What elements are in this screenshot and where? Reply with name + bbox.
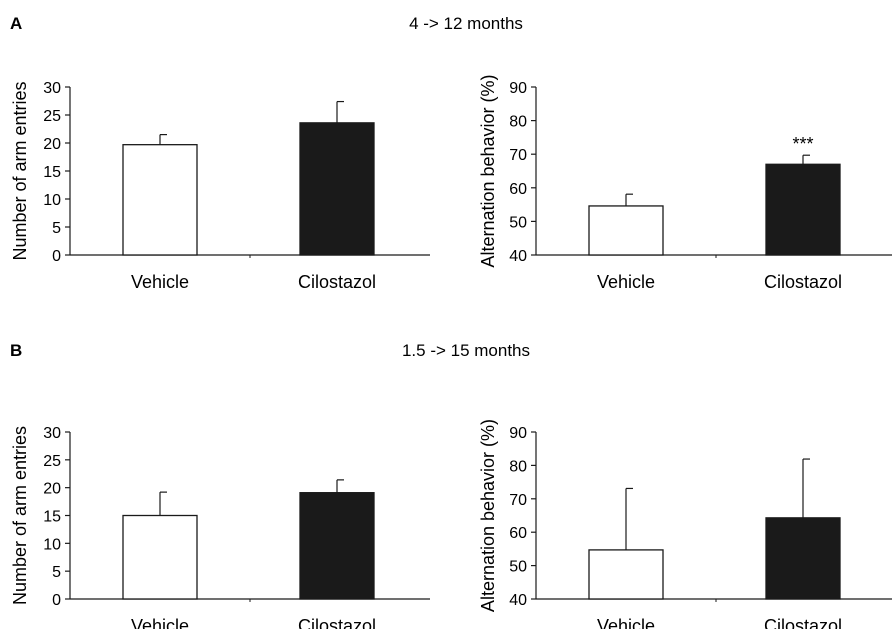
y-tick-label: 5: [52, 564, 61, 581]
y-axis-title: Number of arm entries: [10, 81, 30, 260]
y-tick-label: 10: [43, 192, 61, 209]
y-axis-title: Alternation behavior (%): [478, 74, 498, 267]
category-label: Vehicle: [131, 616, 189, 629]
y-tick-label: 70: [509, 492, 527, 509]
y-tick-label: 70: [509, 147, 527, 164]
y-tick-label: 30: [43, 80, 61, 97]
category-label: Cilostazol: [298, 272, 376, 292]
y-tick-label: 90: [509, 80, 527, 97]
y-axis-title: Number of arm entries: [10, 426, 30, 605]
bar-vehicle: [588, 205, 664, 256]
plots: 0 5 10 15 20 25 30 Number of arm entries Vehicle…: [10, 74, 892, 629]
y-tick-label: 20: [43, 136, 61, 153]
y-tick-label: 60: [509, 181, 527, 198]
category-label: Cilostazol: [298, 616, 376, 629]
bar-vehicle: [122, 144, 198, 256]
bar-cilostazol: [299, 122, 375, 256]
y-tick-label: 10: [43, 536, 61, 553]
y-tick-label: 50: [509, 214, 527, 231]
panel-b-title: 1.5 -> 15 months: [402, 341, 530, 360]
panel-a-letter: A: [10, 14, 22, 33]
panel-b-letter: B: [10, 341, 22, 360]
bar-cilostazol: [299, 492, 375, 600]
y-tick-label: 20: [43, 481, 61, 498]
significance-label: ***: [792, 134, 813, 154]
bar-vehicle: [588, 549, 664, 600]
y-tick-label: 5: [52, 220, 61, 237]
y-tick-label: 60: [509, 525, 527, 542]
y-tick-label: 50: [509, 559, 527, 576]
y-tick-label: 40: [509, 248, 527, 265]
bar-cilostazol: [765, 517, 841, 600]
y-tick-label: 25: [43, 108, 61, 125]
y-tick-label: 0: [52, 592, 61, 609]
bar-cilostazol: [765, 163, 841, 256]
y-tick-label: 25: [43, 453, 61, 470]
category-label: Vehicle: [131, 272, 189, 292]
y-tick-label: 0: [52, 248, 61, 265]
category-label: Cilostazol: [764, 616, 842, 629]
y-tick-label: 15: [43, 509, 61, 526]
category-label: Vehicle: [597, 616, 655, 629]
bar-vehicle: [122, 514, 198, 600]
category-label: Cilostazol: [764, 272, 842, 292]
y-tick-label: 80: [509, 114, 527, 131]
y-tick-label: 40: [509, 592, 527, 609]
bar-chart-4: 40 50 60 70 80 90 Alternation behavior (%) Vehi…: [478, 419, 892, 629]
category-label: Vehicle: [597, 272, 655, 292]
y-tick-label: 80: [509, 458, 527, 475]
y-tick-label: 30: [43, 425, 61, 442]
bar-chart-3: 0 5 10 15 20 25 30 Number of arm entries Vehicle…: [10, 425, 430, 629]
y-tick-label: 15: [43, 164, 61, 181]
bar-chart-1: 0 5 10 15 20 25 30 Number of arm entries Vehicle…: [10, 80, 430, 292]
panel-a-title: 4 -> 12 months: [409, 14, 523, 33]
y-axis-title: Alternation behavior (%): [478, 419, 498, 612]
y-tick-label: 90: [509, 425, 527, 442]
bar-chart-2: 40 50 60 70 80 90 Alternation behavior (%) Vehi…: [478, 74, 892, 292]
